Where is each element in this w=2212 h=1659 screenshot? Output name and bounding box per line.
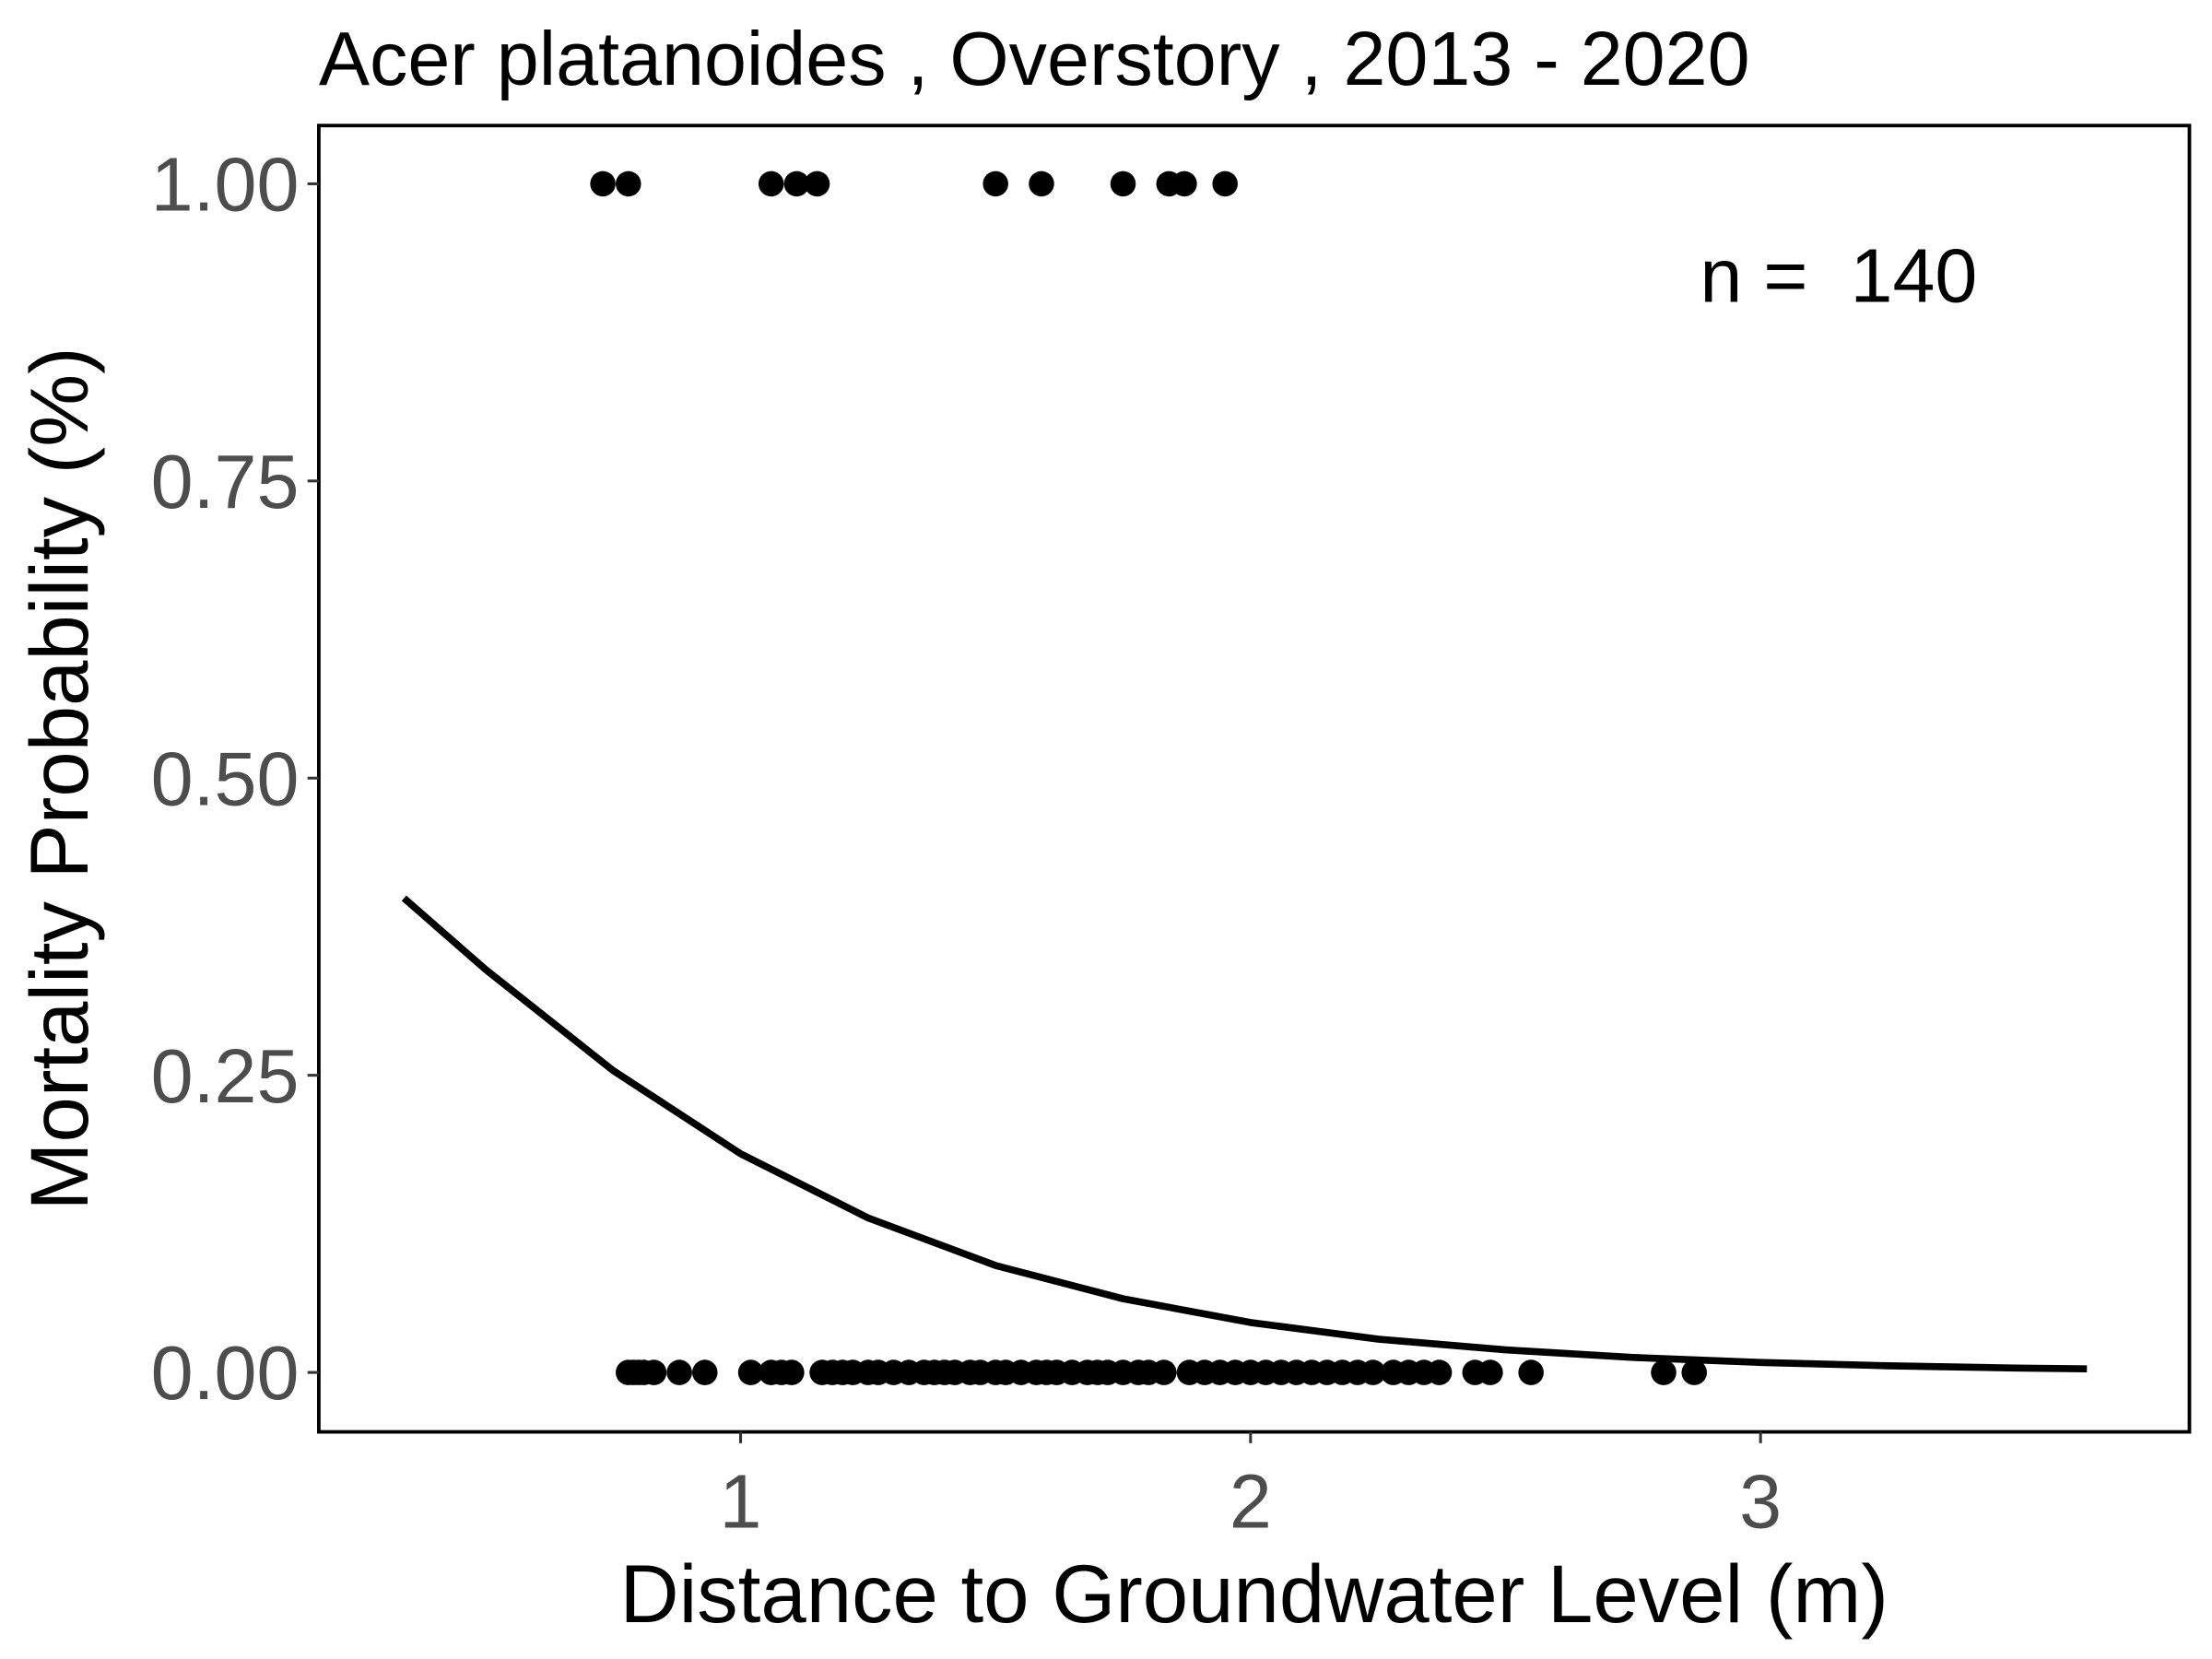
data-point [1151,1359,1177,1385]
data-point [1212,171,1238,197]
x-axis-title: Distance to Groundwater Level (m) [619,1548,1888,1640]
data-point [779,1359,805,1385]
y-axis-title: Mortality Probability (%) [14,347,105,1210]
data-point [1477,1359,1503,1385]
x-tick-label: 3 [1739,1459,1782,1545]
data-point [783,171,810,197]
data-point [666,1359,692,1385]
data-point [1681,1359,1708,1385]
data-point [1171,171,1197,197]
data-point [982,171,1008,197]
data-point [758,171,784,197]
data-point [1651,1359,1677,1385]
y-tick-label: 1.00 [151,141,300,227]
chart-title: Acer platanoides , Overstory , 2013 - 20… [319,16,1750,101]
y-tick-label: 0.00 [151,1330,300,1416]
y-tick-label: 0.25 [151,1033,300,1119]
x-tick-label: 1 [720,1459,762,1545]
data-point [1110,171,1136,197]
data-point [641,1359,667,1385]
y-tick-label: 0.75 [151,439,300,524]
data-point [737,1359,764,1385]
data-point [616,171,641,197]
plot-panel [317,124,2192,1434]
x-tick-label: 2 [1230,1459,1272,1545]
y-tick-label: 0.50 [151,735,300,821]
data-point [1518,1359,1544,1385]
data-point [590,171,616,197]
data-point [1029,171,1054,197]
data-point [804,171,830,197]
data-point [1359,1359,1386,1385]
fitted-curve [401,895,2088,1373]
data-point [692,1359,718,1385]
data-point [1426,1359,1453,1385]
sample-size-note: n = 140 [1700,233,1977,319]
